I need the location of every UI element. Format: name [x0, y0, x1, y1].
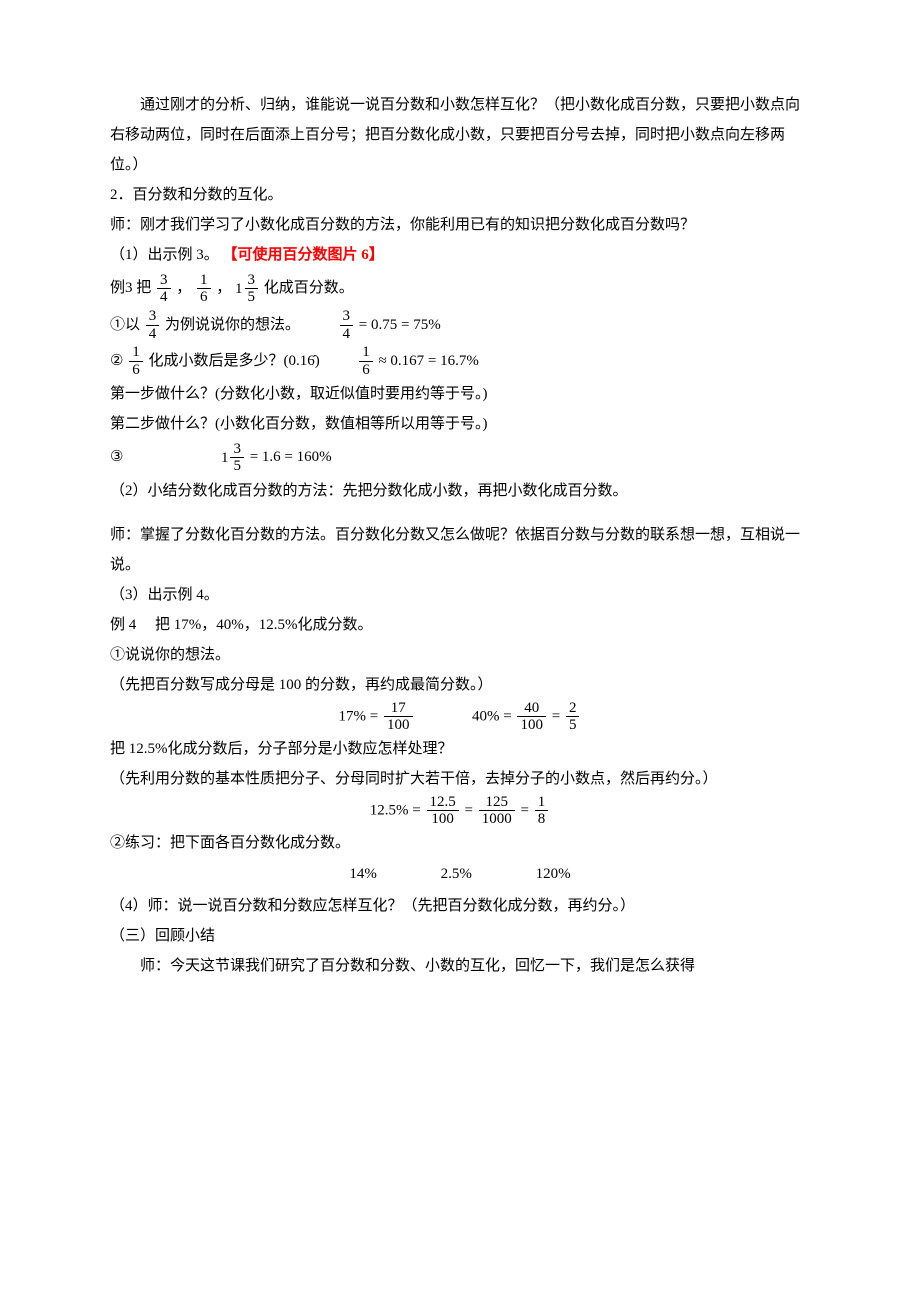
mixed-whole: 1 — [221, 440, 229, 476]
circled-1-think: ①说说你的想法。 — [110, 640, 810, 670]
eq2-lhs: 12.5% = — [370, 802, 421, 818]
eq2-frac2: 125 1000 — [479, 794, 515, 828]
eq1a-lhs: 17% = — [339, 708, 379, 724]
frac-num: 40 — [517, 700, 546, 718]
ex3-frac-2: 1 6 — [197, 272, 211, 306]
c3-mixed: 1 3 5 — [221, 439, 246, 476]
eq2-frac1: 12.5 100 — [427, 794, 459, 828]
frac-num: 1 — [197, 272, 211, 290]
practice-item: 14% — [349, 858, 377, 891]
frac-den: 1000 — [479, 811, 515, 828]
paragraph-method-expand: （先利用分数的基本性质把分子、分母同时扩大若干倍，去掉分子的小数点，然后再约分。… — [110, 764, 810, 794]
circled-3-line: ③ 1 3 5 = 1.6 = 160% — [110, 439, 810, 476]
paragraph-4-teacher: （4）师：说一说百分数和分数应怎样互化？（先把百分数化成分数，再约分。） — [110, 891, 810, 921]
practice-item: 2.5% — [441, 858, 472, 891]
ex3-prefix: 例3 把 — [110, 280, 151, 296]
paragraph-teacher-q1: 师：刚才我们学习了小数化成百分数的方法，你能利用已有的知识把分数化成百分数吗？ — [110, 210, 810, 240]
frac-num: 2 — [566, 700, 580, 718]
practice-items: 14% 2.5% 120% — [110, 858, 810, 891]
eq1b-frac1: 40 100 — [517, 700, 546, 734]
c1-mid: 为例说说你的想法。 — [165, 317, 300, 333]
frac-den: 5 — [566, 717, 580, 734]
circled-2-marker: ② — [110, 353, 123, 369]
frac-num: 3 — [230, 441, 244, 459]
circled-3-marker: ③ — [110, 449, 123, 465]
ex3-sep1: ， — [176, 280, 191, 296]
c1-frac: 3 4 — [146, 308, 160, 342]
eq1b-lhs: 40% = — [472, 708, 512, 724]
c2-frac: 1 6 — [129, 344, 143, 378]
eq1b-mid: = — [552, 708, 560, 724]
blank-line — [110, 506, 810, 520]
paragraph-teacher-q2: 师：掌握了分数化百分数的方法。百分数化分数又怎么做呢？依据百分数与分数的联系想一… — [110, 520, 810, 580]
frac-den: 4 — [157, 289, 171, 306]
frac-num: 3 — [340, 308, 354, 326]
step-1-text: 第一步做什么？(分数化小数，取近似值时要用约等于号。) — [110, 379, 810, 409]
mixed-whole: 1 — [235, 271, 243, 307]
frac-den: 4 — [146, 326, 160, 343]
frac-num: 12.5 — [427, 794, 459, 812]
paragraph-summary-2: （2）小结分数化成百分数的方法：先把分数化成小数，再把小数化成百分数。 — [110, 476, 810, 506]
frac-num: 3 — [245, 272, 259, 290]
ex3-suffix: 化成百分数。 — [264, 280, 354, 296]
paragraph-intro: 通过刚才的分析、归纳，谁能说一说百分数和小数怎样互化？（把小数化成百分数，只要把… — [110, 90, 810, 180]
eq2-m2: = — [520, 802, 528, 818]
example4-statement: 例 4 把 17%，40%，12.5%化成分数。 — [110, 610, 810, 640]
frac-num: 3 — [157, 272, 171, 290]
paragraph-closing: 师：今天这节课我们研究了百分数和分数、小数的互化，回忆一下，我们是怎么获得 — [110, 951, 810, 981]
eq-center-1: 17% = 17 100 40% = 40 100 = 2 5 — [110, 700, 810, 734]
ex3-frac-1: 3 4 — [157, 272, 171, 306]
frac-den: 6 — [359, 362, 373, 379]
show-ex3-label: （1）出示例 3。 — [110, 247, 219, 263]
paragraph-q-12.5: 把 12.5%化成分数后，分子部分是小数应怎样处理？ — [110, 734, 810, 764]
eq2-m1: = — [465, 802, 473, 818]
frac-den: 6 — [197, 289, 211, 306]
eq1a-frac: 17 100 — [384, 700, 413, 734]
c3-eq-rhs: = 1.6 = 160% — [250, 449, 332, 465]
circled-1-marker: ①以 — [110, 317, 140, 333]
frac-num: 1 — [535, 794, 549, 812]
eq1b-frac2: 2 5 — [566, 700, 580, 734]
frac-den: 5 — [230, 458, 244, 475]
frac-num: 125 — [479, 794, 515, 812]
step-2-text: 第二步做什么？(小数化百分数，数值相等所以用等于号。) — [110, 409, 810, 439]
eq-center-2: 12.5% = 12.5 100 = 125 1000 = 1 8 — [110, 794, 810, 828]
frac-den: 100 — [384, 717, 413, 734]
c1-eq-rhs: = 0.75 = 75% — [359, 317, 441, 333]
document-page: 通过刚才的分析、归纳，谁能说一说百分数和小数怎样互化？（把小数化成百分数，只要把… — [0, 0, 920, 1302]
frac-num: 1 — [129, 344, 143, 362]
mixed-frac: 3 5 — [230, 441, 244, 475]
circled-2-line: ② 1 6 化成小数后是多少？(0.16̇) 1 6 ≈ 0.167 = 16.… — [110, 343, 810, 379]
frac-den: 8 — [535, 811, 549, 828]
paragraph-method-100: （先把百分数写成分母是 100 的分数，再约成最简分数。） — [110, 670, 810, 700]
ex3-sep2: ， — [216, 280, 231, 296]
frac-num: 1 — [359, 344, 373, 362]
example3-statement: 例3 把 3 4 ， 1 6 ， 1 3 5 化成百分数。 — [110, 270, 810, 307]
frac-den: 5 — [245, 289, 259, 306]
practice-heading: ②练习：把下面各百分数化成分数。 — [110, 828, 810, 858]
circled-1-line: ①以 3 4 为例说说你的想法。 3 4 = 0.75 = 75% — [110, 307, 810, 343]
c2-mid: 化成小数后是多少？(0.16̇) — [148, 353, 319, 369]
red-hint-img6: 【可使用百分数图片 6】 — [223, 247, 384, 263]
frac-den: 6 — [129, 362, 143, 379]
eq2-frac3: 1 8 — [535, 794, 549, 828]
heading-section-2: 2．百分数和分数的互化。 — [110, 180, 810, 210]
c2-eq-frac: 1 6 — [359, 344, 373, 378]
frac-den: 100 — [427, 811, 459, 828]
mixed-frac: 3 5 — [245, 272, 259, 306]
ex3-mixed: 1 3 5 — [235, 270, 260, 307]
paragraph-show-ex3: （1）出示例 3。 【可使用百分数图片 6】 — [110, 240, 810, 270]
frac-num: 3 — [146, 308, 160, 326]
frac-den: 100 — [517, 717, 546, 734]
heading-section-3: （三）回顾小结 — [110, 921, 810, 951]
frac-den: 4 — [340, 326, 354, 343]
c2-eq-rhs: ≈ 0.167 = 16.7% — [378, 353, 478, 369]
c1-eq-frac: 3 4 — [340, 308, 354, 342]
practice-item: 120% — [536, 858, 571, 891]
paragraph-show-ex4: （3）出示例 4。 — [110, 580, 810, 610]
frac-num: 17 — [384, 700, 413, 718]
